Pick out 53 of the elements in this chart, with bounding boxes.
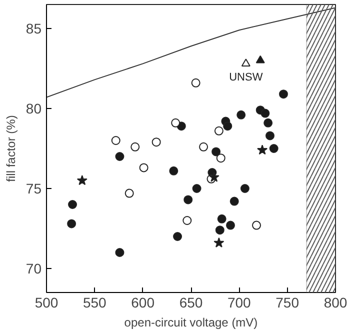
point [278, 90, 288, 99]
y-tick-label: 75 [26, 180, 42, 196]
x-tick-label: 600 [131, 294, 155, 310]
point [264, 118, 273, 128]
point [182, 216, 192, 225]
point [236, 110, 246, 120]
point [192, 184, 202, 193]
point [252, 220, 262, 230]
point [214, 126, 224, 136]
point [115, 152, 124, 161]
point [226, 220, 235, 230]
point [257, 144, 268, 155]
y-axis-title: fill factor (%) [4, 115, 18, 182]
y-tick-label: 80 [26, 100, 42, 116]
point [169, 166, 178, 176]
point [111, 136, 120, 145]
point [256, 55, 265, 64]
x-tick-label: 750 [276, 294, 300, 310]
point [139, 163, 148, 172]
point [173, 232, 182, 241]
x-tick-label: 700 [227, 294, 252, 310]
y-tick-label: 85 [26, 20, 42, 36]
point [215, 226, 224, 235]
point [68, 200, 78, 209]
point [124, 188, 134, 198]
point [214, 237, 224, 248]
point [67, 219, 76, 228]
x-tick-label: 800 [324, 294, 348, 310]
point [217, 214, 226, 224]
point [260, 108, 270, 118]
point [269, 144, 278, 153]
point [76, 175, 88, 186]
annotation: UNSW [229, 72, 264, 84]
x-axis-title: open-circuit voltage (mV) [124, 316, 258, 330]
x-tick-label: 650 [179, 294, 203, 310]
point [208, 172, 220, 182]
point [130, 142, 140, 152]
point [240, 184, 250, 193]
point [216, 154, 226, 163]
point [171, 118, 180, 128]
x-tick-label: 550 [82, 294, 107, 310]
point [184, 195, 193, 204]
point [265, 131, 274, 140]
point [115, 248, 124, 257]
point [152, 138, 161, 147]
point [223, 122, 232, 131]
point [212, 147, 221, 156]
point [241, 58, 250, 67]
x-tick-label: 500 [34, 294, 58, 310]
point [199, 142, 208, 152]
y-tick-label: 70 [26, 260, 42, 276]
point [230, 196, 239, 206]
point [191, 78, 200, 88]
